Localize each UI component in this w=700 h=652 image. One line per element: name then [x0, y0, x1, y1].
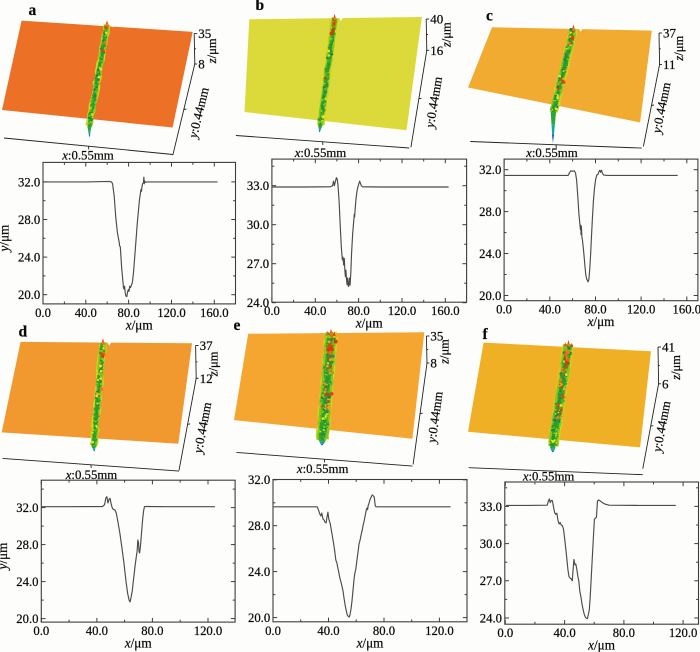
svg-text:11: 11	[663, 57, 676, 72]
svg-text:80.0: 80.0	[584, 303, 606, 317]
svg-text:35: 35	[198, 26, 211, 41]
svg-text:y/μm: y/μm	[0, 224, 12, 254]
svg-text:27.0: 27.0	[480, 574, 502, 588]
svg-text:37: 37	[200, 338, 214, 353]
svg-text:24.0: 24.0	[16, 575, 38, 589]
svg-text:z/μm: z/μm	[669, 355, 683, 381]
svg-text:x:0.55mm: x:0.55mm	[294, 146, 347, 160]
svg-text:20.0: 20.0	[16, 612, 38, 626]
svg-text:80.0: 80.0	[117, 306, 139, 320]
svg-text:40.0: 40.0	[86, 624, 108, 638]
svg-text:160.0: 160.0	[431, 304, 460, 318]
svg-text:20.0: 20.0	[479, 289, 501, 303]
svg-text:z/μm: z/μm	[205, 38, 219, 64]
svg-text:120.0: 120.0	[194, 624, 223, 638]
svg-text:d: d	[19, 324, 28, 341]
svg-text:33.0: 33.0	[247, 179, 269, 193]
svg-text:120.0: 120.0	[669, 626, 698, 640]
svg-text:12: 12	[200, 371, 213, 386]
svg-text:x/μm: x/μm	[587, 638, 616, 652]
svg-text:40.0: 40.0	[317, 624, 339, 638]
svg-text:x:0.55mm: x:0.55mm	[296, 462, 349, 476]
svg-text:x/μm: x/μm	[124, 636, 153, 651]
svg-text:24.0: 24.0	[18, 251, 40, 265]
svg-text:35: 35	[430, 329, 443, 344]
svg-text:z/μm: z/μm	[672, 36, 686, 62]
svg-text:b: b	[256, 0, 265, 14]
svg-text:0.0: 0.0	[497, 626, 513, 640]
svg-text:41: 41	[662, 340, 675, 355]
svg-text:120.0: 120.0	[425, 624, 454, 638]
svg-text:32.0: 32.0	[479, 163, 501, 177]
svg-text:x/μm: x/μm	[125, 317, 154, 332]
svg-text:0.0: 0.0	[33, 624, 49, 638]
svg-text:24.0: 24.0	[248, 565, 270, 579]
svg-text:40.0: 40.0	[553, 626, 575, 640]
svg-text:30.0: 30.0	[480, 537, 502, 551]
svg-text:x:0.55mm: x:0.55mm	[65, 468, 118, 482]
svg-text:8: 8	[430, 356, 437, 371]
svg-text:40.0: 40.0	[539, 303, 561, 317]
svg-text:x/μm: x/μm	[356, 635, 385, 650]
svg-text:20.0: 20.0	[18, 288, 40, 302]
svg-text:28.0: 28.0	[248, 519, 270, 533]
svg-text:0.0: 0.0	[265, 624, 281, 638]
svg-text:24.0: 24.0	[480, 611, 502, 625]
svg-text:120.0: 120.0	[388, 304, 417, 318]
svg-text:x/μm: x/μm	[355, 316, 384, 331]
svg-text:0.0: 0.0	[35, 306, 51, 320]
svg-text:33.0: 33.0	[480, 500, 502, 514]
svg-text:6: 6	[662, 376, 669, 391]
svg-text:0.0: 0.0	[264, 304, 280, 318]
svg-text:e: e	[234, 317, 241, 334]
svg-text:40.0: 40.0	[75, 306, 97, 320]
svg-text:28.0: 28.0	[479, 205, 501, 219]
svg-text:16: 16	[430, 43, 444, 58]
svg-text:40.0: 40.0	[304, 304, 326, 318]
svg-text:80.0: 80.0	[347, 304, 369, 318]
svg-text:30.0: 30.0	[247, 218, 269, 232]
svg-text:c: c	[486, 8, 493, 25]
svg-text:f: f	[483, 326, 489, 343]
svg-text:28.0: 28.0	[18, 213, 40, 227]
svg-text:x/μm: x/μm	[587, 314, 616, 329]
svg-text:32.0: 32.0	[248, 473, 270, 487]
svg-text:y/μm: y/μm	[0, 542, 10, 572]
svg-text:20.0: 20.0	[248, 611, 270, 625]
svg-text:28.0: 28.0	[16, 538, 38, 552]
svg-text:24.0: 24.0	[479, 247, 501, 261]
svg-text:z/μm: z/μm	[440, 22, 454, 48]
svg-text:24.0: 24.0	[247, 296, 269, 310]
svg-text:32.0: 32.0	[16, 501, 38, 515]
svg-text:120.0: 120.0	[627, 303, 656, 317]
svg-text:160.0: 160.0	[673, 303, 700, 317]
svg-text:120.0: 120.0	[157, 306, 186, 320]
svg-text:8: 8	[198, 57, 205, 72]
svg-text:x:0.55mm: x:0.55mm	[525, 146, 578, 160]
svg-text:80.0: 80.0	[613, 626, 635, 640]
svg-text:x:0.55mm: x:0.55mm	[61, 149, 114, 163]
svg-text:37: 37	[663, 26, 677, 41]
svg-text:80.0: 80.0	[141, 624, 163, 638]
svg-text:a: a	[29, 2, 37, 19]
svg-text:27.0: 27.0	[247, 257, 269, 271]
svg-text:32.0: 32.0	[18, 175, 40, 189]
svg-text:160.0: 160.0	[200, 306, 229, 320]
svg-text:x:0.55mm: x:0.55mm	[522, 470, 575, 484]
svg-text:40: 40	[430, 12, 443, 27]
svg-text:0.0: 0.0	[496, 303, 512, 317]
svg-text:z/μm: z/μm	[207, 351, 221, 377]
svg-text:z/μm: z/μm	[437, 339, 451, 365]
svg-text:80.0: 80.0	[373, 624, 395, 638]
